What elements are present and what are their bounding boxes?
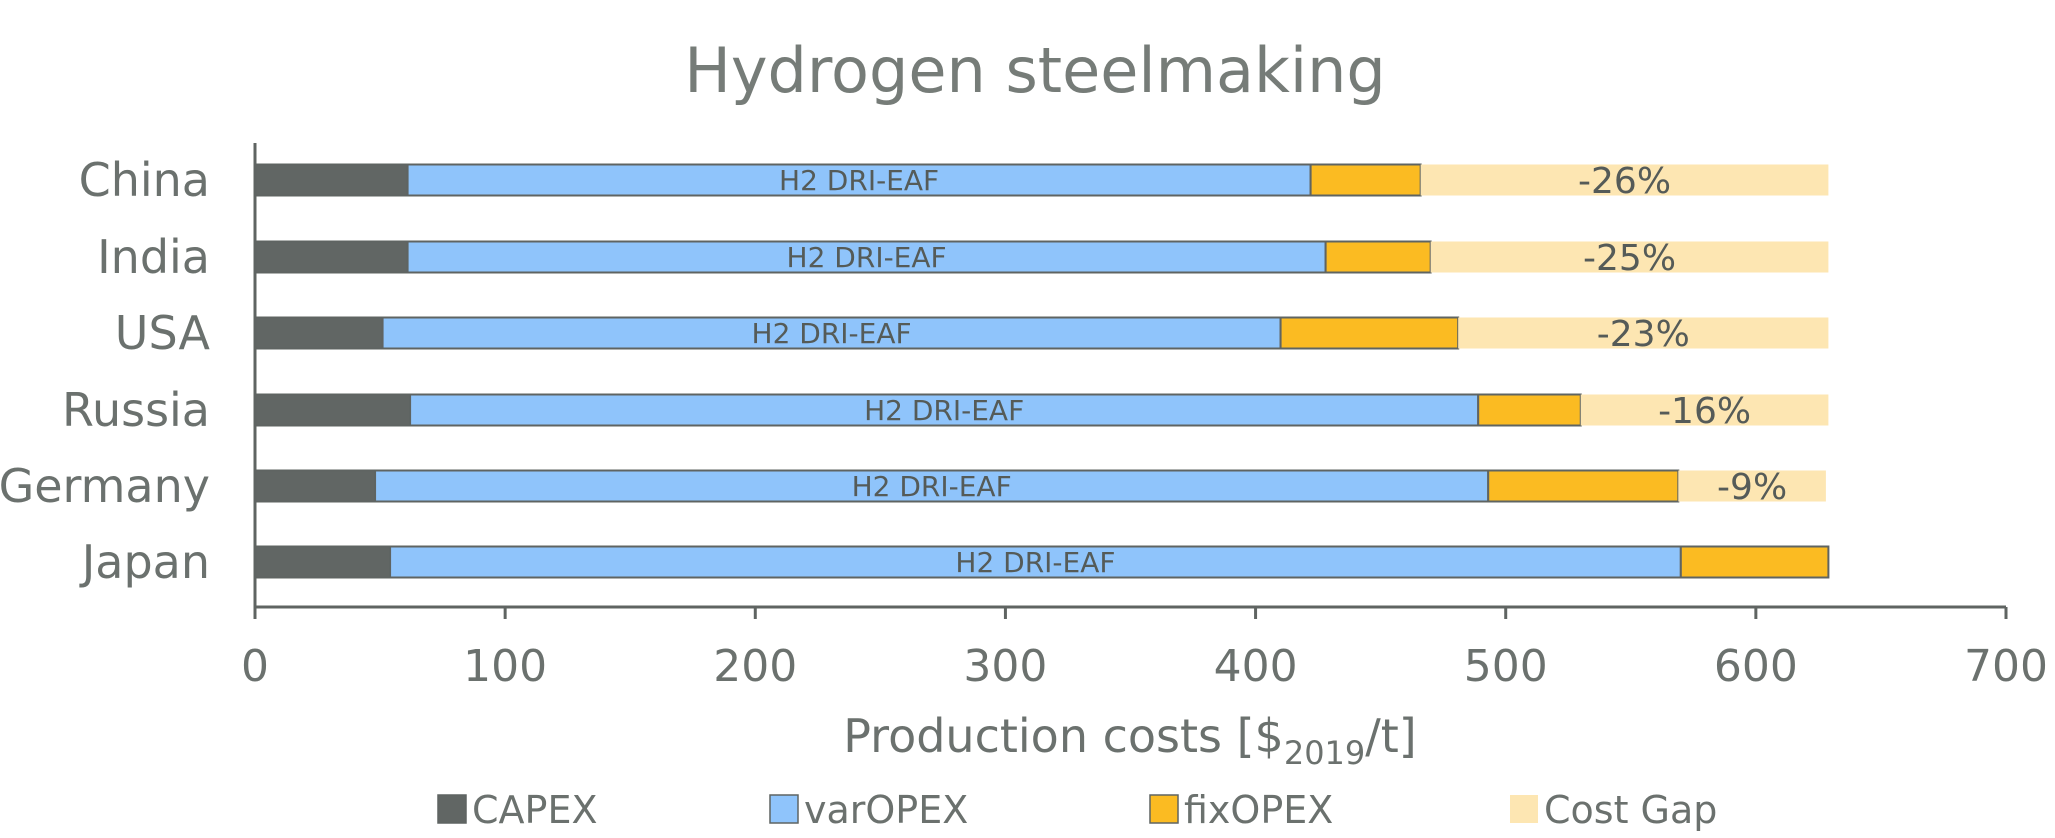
legend: CAPEX varOPEX fixOPEX Cost Gap <box>437 788 1717 832</box>
bar-label-india: H2 DRI-EAF <box>787 241 947 274</box>
x-tick-label-0: 0 <box>241 641 269 692</box>
x-tick-label-100: 100 <box>463 641 547 692</box>
bar-label-russia: H2 DRI-EAF <box>864 394 1024 427</box>
bar-segment-cost-gap-usa <box>1458 317 1829 349</box>
x-axis-ticks: 0 100 200 300 400 500 600 700 <box>241 607 2048 692</box>
bar-segment-varopex-india <box>406 240 1327 274</box>
category-label-usa: USA <box>115 306 211 360</box>
category-label-china: China <box>79 153 210 207</box>
bar-segment-cost-gap-russia <box>1580 394 1829 426</box>
bar-segment-capex-india <box>254 240 409 274</box>
bar-segment-capex-china <box>254 163 409 197</box>
chart-title: Hydrogen steelmaking <box>684 34 1386 107</box>
x-axis-label: Production costs [$2019/t] <box>843 709 1417 772</box>
category-label-japan: Japan <box>79 535 210 589</box>
x-tick-label-300: 300 <box>963 641 1047 692</box>
x-axis-label-main: Production costs [$ <box>843 709 1284 763</box>
bar-segment-cost-gap-germany <box>1678 470 1826 502</box>
bar-segment-capex-usa <box>254 316 384 350</box>
gap-label-russia: -16% <box>1658 391 1751 432</box>
bar-label-usa: H2 DRI-EAF <box>752 317 912 350</box>
x-tick-label-200: 200 <box>713 641 797 692</box>
gap-label-china: -26% <box>1578 161 1671 202</box>
gap-label-india: -25% <box>1583 238 1676 279</box>
bars-group: H2 DRI-EAF -26% H2 DRI-EAF -25% H2 DRI-EAF -2… <box>254 161 1830 579</box>
legend-swatch-fixopex <box>1149 794 1179 824</box>
x-tick-label-400: 400 <box>1214 641 1298 692</box>
bar-segment-cost-gap-china <box>1420 164 1829 196</box>
y-axis-labels: China India USA Russia Germany Japan <box>0 153 211 589</box>
legend-label-capex: CAPEX <box>472 788 598 832</box>
bar-segment-varopex-china <box>406 163 1312 197</box>
x-tick-label-600: 600 <box>1714 641 1798 692</box>
legend-swatch-capex <box>437 794 467 824</box>
category-label-india: India <box>97 230 210 284</box>
bar-segment-capex-germany <box>254 469 377 503</box>
bar-label-germany: H2 DRI-EAF <box>852 470 1012 503</box>
x-axis-label-tail: /t] <box>1365 709 1416 763</box>
bar-segment-capex-russia <box>254 393 412 427</box>
gap-label-germany: -9% <box>1717 467 1787 508</box>
bar-segment-fixopex-russia <box>1477 393 1582 427</box>
legend-label-fixopex: fixOPEX <box>1184 788 1333 832</box>
legend-swatch-varopex <box>769 794 799 824</box>
bar-segment-fixopex-japan <box>1679 545 1830 579</box>
bar-segment-fixopex-india <box>1324 240 1432 274</box>
gap-label-usa: -23% <box>1597 314 1690 355</box>
bar-segment-varopex-germany <box>374 469 1490 503</box>
legend-swatch-cost-gap <box>1510 795 1538 823</box>
bar-label-japan: H2 DRI-EAF <box>955 546 1115 579</box>
legend-label-cost-gap: Cost Gap <box>1544 788 1717 832</box>
bar-segment-fixopex-usa <box>1279 316 1460 350</box>
bar-segment-varopex-russia <box>409 393 1480 427</box>
legend-label-varopex: varOPEX <box>804 788 968 832</box>
bar-segment-capex-japan <box>254 545 392 579</box>
x-tick-label-700: 700 <box>1964 641 2048 692</box>
bar-segment-varopex-japan <box>389 545 1682 579</box>
x-axis-label-subscript: 2019 <box>1284 734 1365 772</box>
x-tick-label-500: 500 <box>1464 641 1548 692</box>
bar-segment-fixopex-germany <box>1487 469 1680 503</box>
category-label-russia: Russia <box>62 383 210 437</box>
bar-segment-cost-gap-india <box>1430 241 1829 273</box>
bar-label-china: H2 DRI-EAF <box>779 164 939 197</box>
bar-segment-fixopex-china <box>1309 163 1422 197</box>
category-label-germany: Germany <box>0 459 210 513</box>
